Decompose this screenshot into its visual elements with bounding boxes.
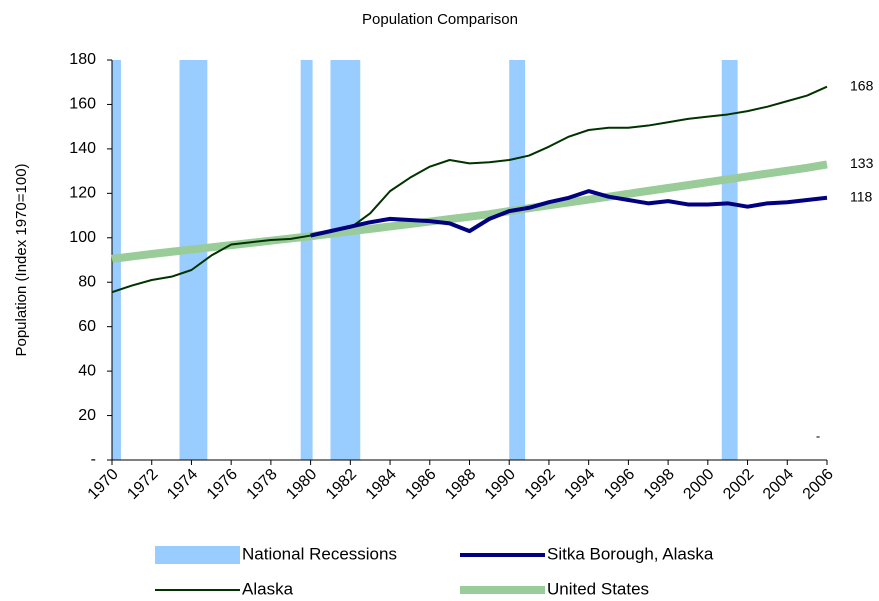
x-tick-label: 1976 [204, 466, 241, 503]
legend-label: Sitka Borough, Alaska [547, 544, 714, 563]
recession-band [330, 60, 361, 460]
legend-label: United States [547, 579, 649, 598]
annotation: - [816, 428, 820, 443]
chart-title: Population Comparison [362, 11, 518, 28]
y-tick-label: 140 [69, 140, 96, 157]
x-tick-label: 1988 [442, 466, 479, 503]
series-line [111, 160, 828, 263]
x-tick-label: 1980 [283, 466, 320, 503]
y-tick-label: 120 [69, 185, 96, 202]
x-tick-label: 1992 [522, 466, 559, 503]
x-tick-label: 2004 [760, 466, 797, 503]
x-tick-label: 1990 [482, 466, 519, 503]
x-tick-label: 1996 [601, 466, 638, 503]
y-tick-label: 60 [78, 318, 96, 335]
end-label: 118 [850, 188, 873, 204]
y-tick-label: 160 [69, 96, 96, 113]
end-label: 168 [850, 77, 874, 93]
y-tick-label: 180 [69, 51, 96, 68]
y-tick-label: 40 [78, 362, 96, 379]
x-tick-label: 1978 [244, 466, 281, 503]
series-line [111, 85, 828, 294]
y-tick-label: 100 [69, 229, 96, 246]
recession-band [721, 60, 738, 460]
end-label: 133 [850, 155, 874, 171]
series-line [310, 189, 828, 238]
x-tick-label: 2006 [800, 466, 837, 503]
legend-label: Alaska [242, 579, 294, 598]
x-tick-label: 2002 [720, 466, 757, 503]
y-tick-label: - [91, 451, 96, 468]
y-tick-label: 20 [78, 407, 96, 424]
x-tick-label: 1974 [164, 466, 201, 503]
x-tick-label: 1972 [124, 466, 161, 503]
x-tick-label: 1982 [323, 466, 360, 503]
x-tick-label: 1984 [363, 466, 400, 503]
x-tick-label: 2000 [680, 466, 717, 503]
x-tick-label: 1994 [561, 466, 598, 503]
y-tick-label: 80 [78, 273, 96, 290]
x-tick-label: 1986 [402, 466, 439, 503]
recession-band [509, 60, 526, 460]
legend-label: National Recessions [242, 544, 397, 563]
x-tick-label: 1970 [85, 466, 122, 503]
recession-band [179, 60, 208, 460]
x-tick-label: 1998 [641, 466, 678, 503]
y-axis-label: Population (Index 1970=100) [13, 163, 30, 356]
recession-band [300, 60, 313, 460]
legend-swatch [155, 546, 240, 564]
